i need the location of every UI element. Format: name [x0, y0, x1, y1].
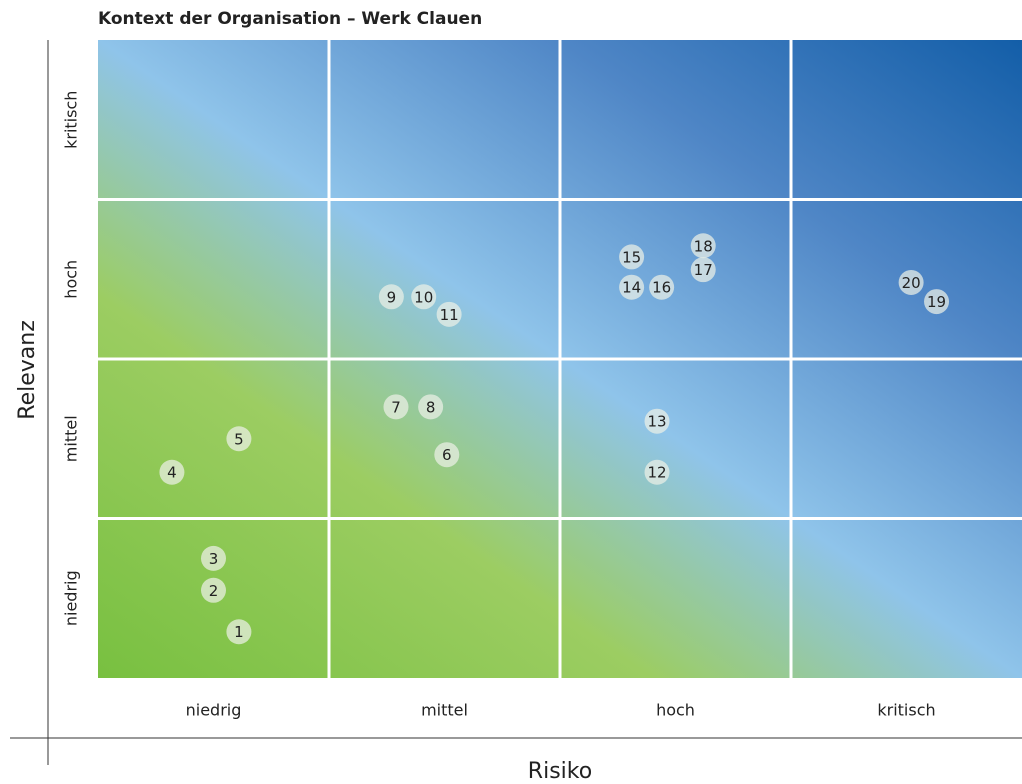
x-axis-title: Risiko — [528, 759, 592, 784]
point-label: 20 — [902, 274, 921, 292]
point-label: 5 — [234, 430, 244, 448]
point-label: 9 — [387, 288, 397, 306]
x-tick-label: mittel — [421, 701, 468, 720]
point-label: 2 — [209, 582, 219, 600]
point — [619, 244, 645, 270]
point-label: 4 — [167, 464, 177, 482]
point — [619, 274, 645, 300]
point — [690, 233, 716, 259]
point-label: 16 — [652, 279, 671, 297]
point-label: 15 — [622, 248, 641, 266]
y-tick-label: kritisch — [62, 91, 81, 149]
point-label: 6 — [442, 446, 452, 464]
point — [411, 284, 437, 310]
point-label: 12 — [647, 464, 666, 482]
point-label: 11 — [440, 306, 459, 324]
x-tick-label: niedrig — [186, 701, 242, 720]
point — [378, 284, 404, 310]
point — [383, 394, 409, 420]
point — [898, 269, 924, 295]
point-label: 3 — [209, 550, 219, 568]
point-label: 19 — [927, 293, 946, 311]
point — [644, 459, 670, 485]
point-label: 8 — [426, 398, 436, 416]
point-label: 17 — [694, 261, 713, 279]
point-label: 1 — [234, 623, 244, 641]
point — [649, 274, 675, 300]
point — [418, 394, 444, 420]
point-label: 10 — [414, 288, 433, 306]
point — [226, 619, 252, 645]
x-tick-label: kritisch — [877, 701, 935, 720]
point-label: 14 — [622, 279, 641, 297]
point — [436, 301, 462, 327]
point — [690, 257, 716, 283]
point — [201, 577, 226, 603]
point-label: 13 — [647, 413, 666, 431]
point-label: 18 — [694, 237, 713, 255]
y-tick-label: hoch — [62, 260, 81, 299]
y-tick-label: niedrig — [62, 570, 81, 626]
point — [924, 289, 950, 315]
y-tick-label: mittel — [62, 415, 81, 462]
point — [644, 408, 670, 434]
y-axis-title: Relevanz — [15, 320, 40, 419]
chart-title: Kontext der Organisation – Werk Clauen — [98, 9, 482, 29]
point — [159, 459, 185, 485]
point — [226, 426, 252, 452]
point — [201, 545, 226, 571]
x-tick-label: hoch — [656, 701, 695, 720]
point-label: 7 — [391, 398, 401, 416]
point — [434, 442, 460, 468]
